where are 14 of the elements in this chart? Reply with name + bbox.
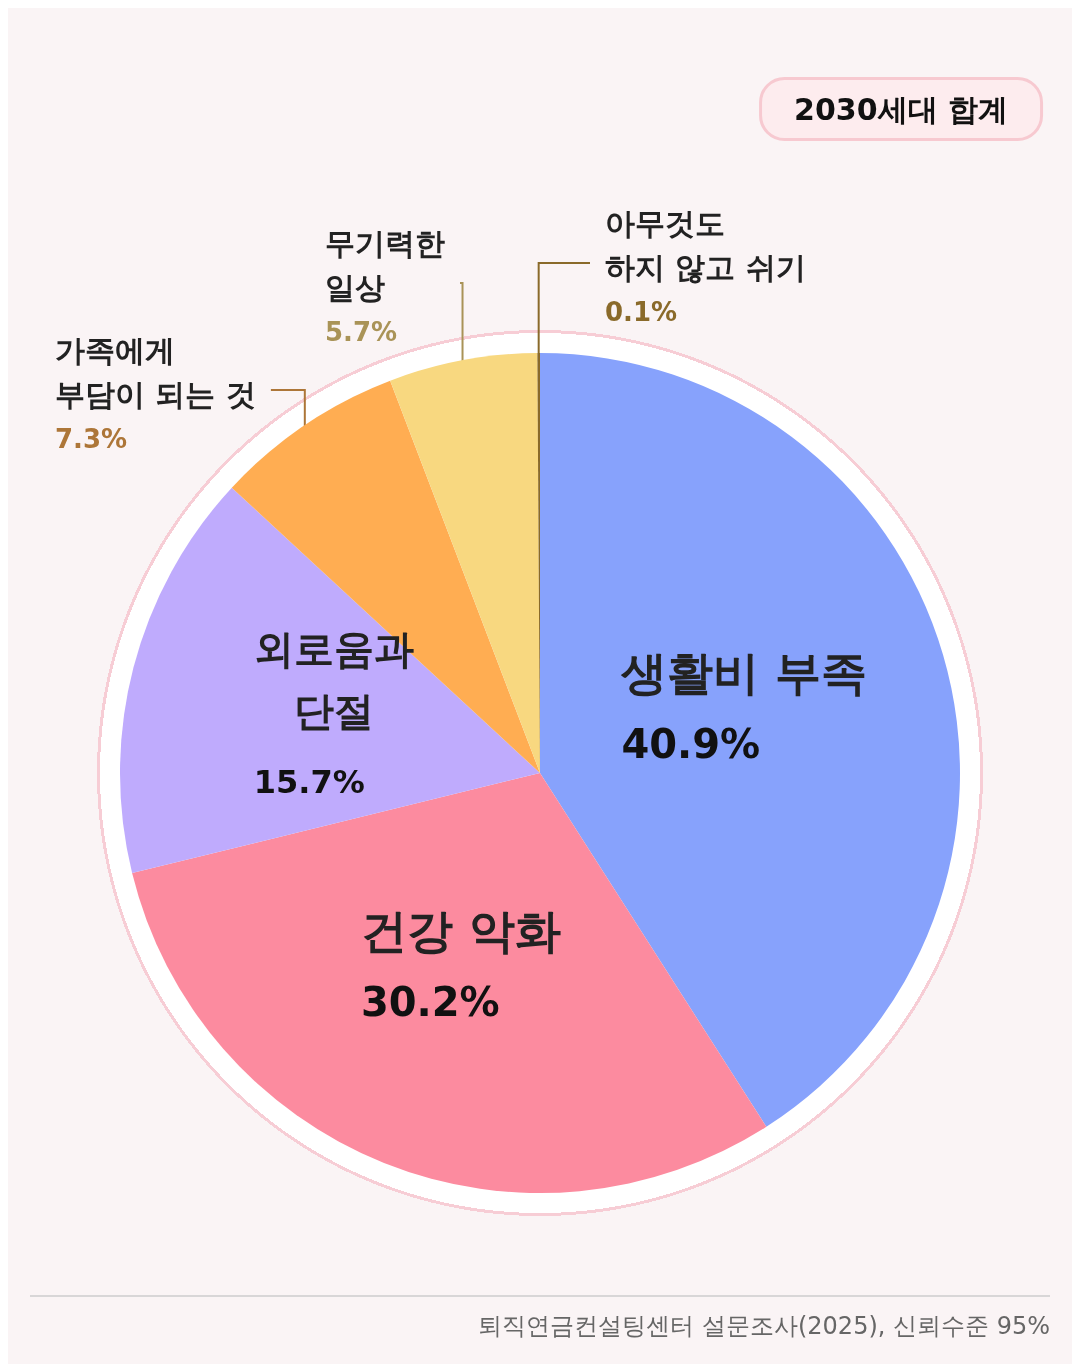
- data-label: 30.2%: [360, 978, 500, 1025]
- data-label: 0.1%: [605, 297, 678, 327]
- chart-title: 2030세대 합계: [794, 91, 1009, 127]
- slice-label: 무기력한 일상: [325, 225, 445, 305]
- slice-label: 아무것도 하지 않고 쉬기: [605, 205, 806, 285]
- slice-label: 외로움과 단절: [253, 625, 414, 734]
- slice-label: 생활비 부족: [620, 646, 868, 701]
- slice-label: 건강 악화: [360, 903, 561, 958]
- data-label: 7.3%: [55, 424, 128, 454]
- text: 퇴직연금컨설팅센터 설문조사(2025), 신뢰수준 95%: [478, 1312, 1051, 1340]
- data-label: 5.7%: [325, 317, 398, 347]
- slice-label: 가족에게 부담이 되는 것: [55, 332, 256, 412]
- data-label: 15.7%: [253, 762, 365, 801]
- data-label: 40.9%: [621, 721, 761, 768]
